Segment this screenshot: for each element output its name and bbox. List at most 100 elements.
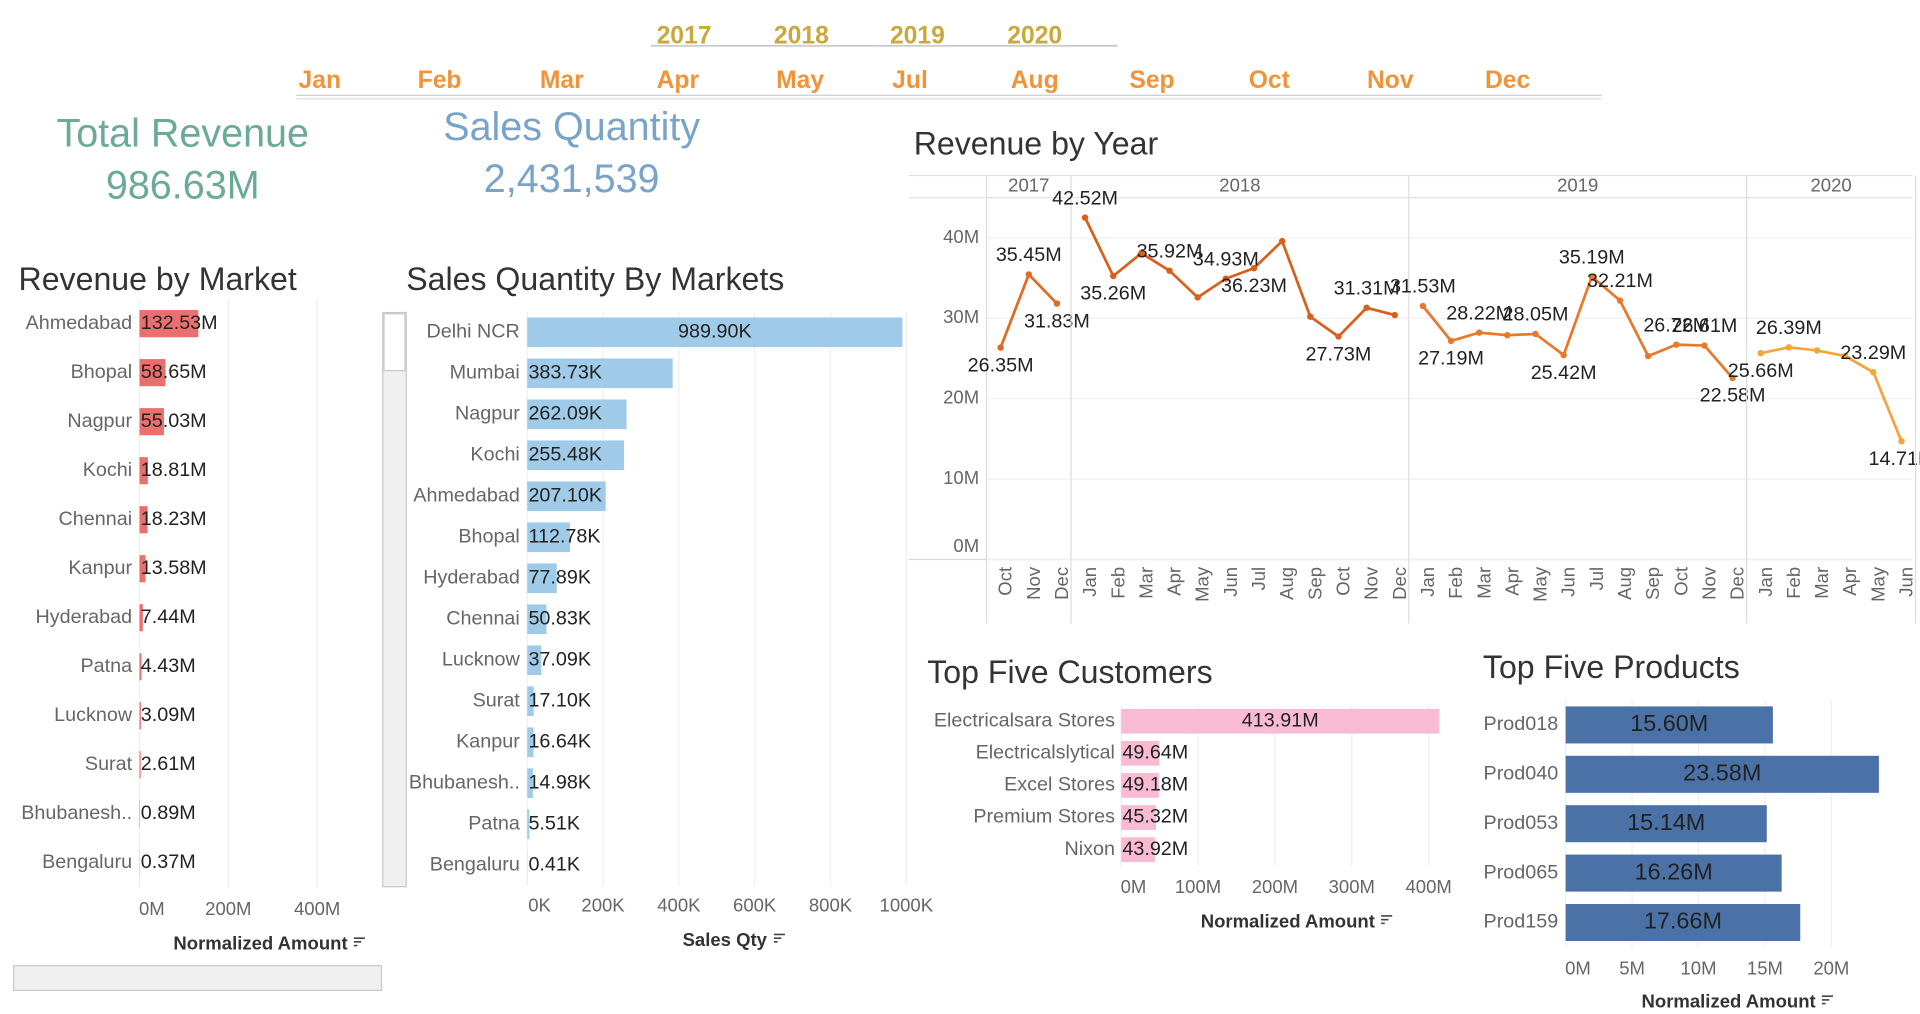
scrollbar-track[interactable] (382, 311, 407, 888)
point (1560, 351, 1567, 359)
value-label: 43.92M (1122, 838, 1188, 860)
scrollbar-thumb[interactable] (383, 313, 406, 372)
value-label: 32.21M (1587, 270, 1653, 292)
x-tick-label: Jun (1220, 567, 1241, 597)
category-label: Kochi (83, 459, 132, 481)
category-label: Patna (468, 812, 520, 834)
x-tick-label: Mar (1473, 567, 1494, 599)
value-label: 28.22M (1446, 302, 1512, 324)
x-tick-label: Jan (1079, 567, 1100, 597)
year-filter[interactable]: 2017 (657, 23, 712, 50)
value-label: 0.89M (141, 802, 196, 824)
value-label: 31.31M (1334, 277, 1400, 299)
month-filter[interactable]: Sep (1129, 67, 1174, 94)
month-filter[interactable]: Apr (657, 67, 700, 94)
x-tick-label: Dec (1727, 567, 1748, 600)
bar (139, 408, 164, 436)
value-label: 2.61M (141, 753, 196, 775)
category-label: Bhopal (458, 525, 519, 547)
value-label: 27.19M (1418, 348, 1484, 370)
category-label: Bengaluru (42, 851, 132, 873)
x-tick-label: 400M (294, 898, 340, 919)
x-tick-label: Jul (1586, 567, 1607, 591)
bar (1565, 805, 1767, 843)
bar (1565, 755, 1879, 793)
month-filter[interactable]: Jul (892, 67, 928, 94)
chart-title: Top Five Products (1483, 649, 1740, 685)
category-label: Delhi NCR (427, 321, 520, 343)
bar (1121, 805, 1156, 830)
x-tick-label: May (1192, 566, 1213, 602)
bar (527, 686, 534, 717)
point (1898, 438, 1905, 445)
bar (139, 702, 141, 730)
point (1250, 264, 1258, 272)
x-tick-label: Nov (1698, 566, 1719, 600)
point (1278, 237, 1286, 245)
category-label: Lucknow (54, 704, 133, 726)
point (1504, 331, 1511, 339)
value-label: 18.23M (141, 508, 207, 530)
year-filter[interactable]: 2019 (890, 23, 945, 50)
bar (139, 457, 148, 485)
x-tick-label: 0M (139, 898, 165, 919)
category-label: Surat (473, 689, 521, 711)
month-filter[interactable]: Mar (540, 67, 584, 94)
point (1475, 329, 1483, 336)
month-filter[interactable]: May (776, 67, 824, 94)
bar (527, 563, 557, 594)
x-tick-label: May (1530, 566, 1551, 602)
month-filter[interactable]: Aug (1011, 67, 1059, 94)
bar (139, 310, 199, 338)
month-filter[interactable]: Feb (418, 67, 462, 94)
value-label: 26.35M (968, 354, 1034, 376)
category-label: Nagpur (67, 410, 132, 432)
value-label: 989.90K (678, 321, 752, 343)
x-tick-label: 0K (528, 894, 551, 915)
month-filter[interactable]: Jan (299, 67, 342, 94)
value-label: 7.44M (141, 606, 196, 628)
value-label: 34.93M (1193, 248, 1259, 270)
x-tick-label: 10M (1680, 957, 1716, 978)
category-label: Chennai (59, 508, 133, 530)
chart-title: Sales Quantity By Markets (406, 261, 784, 297)
category-label: Bhubanesh.. (409, 771, 520, 793)
bar (139, 604, 143, 632)
x-tick-label: Oct (1333, 566, 1354, 596)
x-tick-label: Nov (1361, 566, 1382, 600)
value-label: 35.45M (996, 244, 1062, 266)
scrollbar-track[interactable] (12, 965, 383, 992)
x-tick-label: May (1867, 566, 1888, 602)
category-label: Bhopal (71, 361, 133, 383)
value-label: 207.10K (528, 484, 602, 506)
bar (527, 399, 627, 430)
year-filter[interactable]: 2020 (1007, 23, 1062, 50)
x-tick-label: 0M (1565, 957, 1591, 978)
x-tick-label: Apr (1501, 567, 1522, 596)
bar (139, 653, 142, 681)
value-label: 0.37M (141, 851, 196, 873)
bar (139, 359, 166, 387)
category-label: Ahmedabad (26, 312, 133, 334)
category-label: Prod065 (1484, 861, 1559, 883)
x-tick-label: Mar (1135, 567, 1156, 599)
value-label: 35.26M (1080, 283, 1146, 305)
month-filter[interactable]: Oct (1249, 67, 1290, 94)
value-label: 31.53M (1390, 276, 1456, 298)
point (1363, 304, 1370, 311)
month-filter[interactable]: Dec (1485, 67, 1530, 94)
category-label: Prod018 (1484, 713, 1559, 735)
year-filter[interactable]: 2018 (774, 23, 829, 50)
value-label: 27.73M (1305, 343, 1371, 365)
x-tick-label: Apr (1839, 567, 1860, 596)
month-filter[interactable]: Nov (1367, 67, 1414, 94)
point (1447, 337, 1455, 345)
bar (527, 522, 570, 553)
bar (1565, 903, 1801, 942)
point (1729, 374, 1736, 382)
x-tick-label: Dec (1389, 567, 1410, 600)
x-tick-label: Jan (1417, 567, 1438, 597)
value-label: 77.89K (528, 566, 591, 588)
x-axis-title: Normalized Amount (1642, 991, 1816, 1012)
value-label: 16.26M (1635, 858, 1713, 884)
